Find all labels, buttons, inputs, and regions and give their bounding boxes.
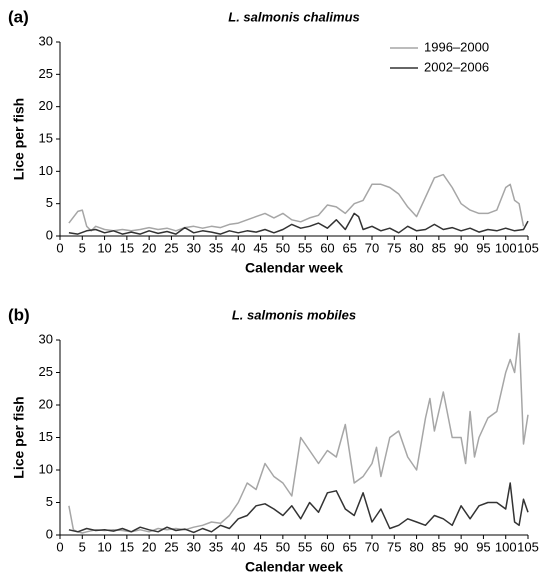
y-tick-label: 5: [46, 494, 53, 509]
x-tick-label: 90: [454, 240, 468, 255]
x-tick-label: 5: [79, 240, 86, 255]
x-tick-label: 55: [298, 240, 312, 255]
y-axis-title: Lice per fish: [11, 396, 27, 478]
x-tick-label: 10: [97, 539, 111, 554]
x-tick-label: 100: [495, 240, 517, 255]
data-line: [68, 482, 529, 534]
y-tick-label: 25: [39, 66, 53, 81]
y-tick-label: 0: [46, 526, 53, 541]
y-tick-label: 30: [39, 33, 53, 48]
y-axis-title: Lice per fish: [11, 98, 27, 180]
x-tick-label: 45: [253, 240, 267, 255]
y-tick-label: 5: [46, 195, 53, 210]
y-tick-label: 25: [39, 364, 53, 379]
x-tick-label: 90: [454, 539, 468, 554]
legend-label: 1996–2000: [424, 39, 489, 54]
chart-title: L. salmonis chalimus: [228, 9, 360, 24]
x-tick-label: 5: [79, 539, 86, 554]
x-tick-label: 85: [432, 539, 446, 554]
x-tick-label: 0: [56, 539, 63, 554]
x-tick-label: 40: [231, 240, 245, 255]
x-tick-label: 20: [142, 539, 156, 554]
panel-label: (a): [8, 7, 29, 26]
x-tick-label: 65: [342, 539, 356, 554]
y-tick-label: 20: [39, 396, 53, 411]
panel-label: (b): [8, 305, 30, 324]
legend-label: 2002–2006: [424, 59, 489, 74]
x-tick-label: 75: [387, 539, 401, 554]
x-tick-label: 35: [209, 240, 223, 255]
x-tick-label: 25: [164, 539, 178, 554]
x-tick-label: 30: [186, 240, 200, 255]
y-tick-label: 20: [39, 98, 53, 113]
x-axis-title: Calendar week: [245, 260, 343, 276]
x-tick-label: 85: [432, 240, 446, 255]
x-tick-label: 35: [209, 539, 223, 554]
x-tick-label: 60: [320, 240, 334, 255]
x-tick-label: 80: [409, 539, 423, 554]
x-tick-label: 10: [97, 240, 111, 255]
x-tick-label: 70: [365, 539, 379, 554]
x-tick-label: 25: [164, 240, 178, 255]
x-tick-label: 80: [409, 240, 423, 255]
x-tick-label: 30: [186, 539, 200, 554]
x-tick-label: 105: [517, 240, 539, 255]
x-tick-label: 40: [231, 539, 245, 554]
x-tick-label: 50: [276, 539, 290, 554]
data-line: [68, 332, 529, 534]
data-line: [68, 212, 529, 235]
x-tick-label: 105: [517, 539, 539, 554]
x-tick-label: 15: [120, 539, 134, 554]
x-tick-label: 95: [476, 240, 490, 255]
x-tick-label: 65: [342, 240, 356, 255]
y-tick-label: 30: [39, 331, 53, 346]
x-tick-label: 50: [276, 240, 290, 255]
x-tick-label: 45: [253, 539, 267, 554]
y-tick-label: 10: [39, 461, 53, 476]
x-tick-label: 70: [365, 240, 379, 255]
y-tick-label: 0: [46, 227, 53, 242]
x-tick-label: 100: [495, 539, 517, 554]
chart-title: L. salmonis mobiles: [232, 307, 356, 322]
x-tick-label: 15: [120, 240, 134, 255]
x-tick-label: 55: [298, 539, 312, 554]
x-axis-title: Calendar week: [245, 559, 343, 575]
y-tick-label: 15: [39, 429, 53, 444]
x-tick-label: 95: [476, 539, 490, 554]
x-tick-label: 60: [320, 539, 334, 554]
x-tick-label: 0: [56, 240, 63, 255]
x-tick-label: 75: [387, 240, 401, 255]
data-line: [68, 173, 525, 232]
x-tick-label: 20: [142, 240, 156, 255]
y-tick-label: 10: [39, 163, 53, 178]
y-tick-label: 15: [39, 130, 53, 145]
